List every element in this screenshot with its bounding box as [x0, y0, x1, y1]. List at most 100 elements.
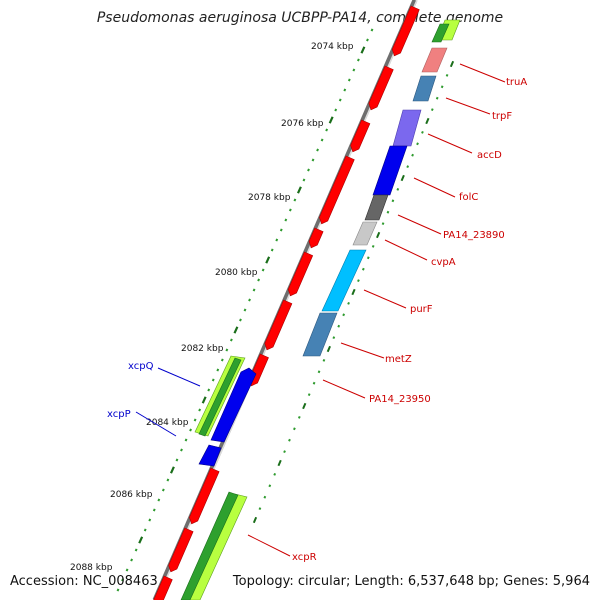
- gc-dot: [351, 288, 356, 296]
- tick-minor: [180, 448, 183, 452]
- feature-folc: [372, 145, 408, 196]
- gc-dot: [337, 324, 341, 328]
- cds-arrow: [368, 65, 394, 111]
- tick-minor: [216, 368, 220, 372]
- gc-dot: [366, 256, 370, 260]
- gc-segment-xcpr-green: [180, 491, 239, 600]
- gc-dot: [361, 267, 365, 271]
- gc-dot: [347, 301, 350, 305]
- tick-label-2080: 2080 kbp: [215, 268, 258, 278]
- gc-dot: [307, 393, 311, 397]
- gc-dot: [322, 358, 326, 362]
- gc-dot: [416, 142, 419, 146]
- tick-minor: [207, 388, 211, 392]
- gene-label-trua: truA: [506, 77, 527, 88]
- tick-minor: [275, 238, 279, 242]
- gc-dot: [386, 210, 390, 214]
- tick-major: [296, 186, 302, 194]
- feature-pa14-23890: [364, 194, 389, 221]
- tick-major: [201, 396, 207, 404]
- gc-dot: [258, 507, 262, 511]
- feature-trua: [421, 47, 448, 73]
- tick-label-2074: 2074 kbp: [311, 42, 354, 52]
- feature-metz: [302, 312, 338, 357]
- cds-arrow: [153, 575, 173, 600]
- cog-features: [180, 19, 461, 600]
- tick-minor: [334, 108, 338, 112]
- gc-dot: [425, 117, 430, 125]
- gene-label-metz: metZ: [385, 354, 412, 365]
- tick-minor: [161, 488, 165, 492]
- cds-arrow: [308, 227, 324, 249]
- gc-dot: [406, 165, 410, 169]
- tick-label-2076: 2076 kbp: [281, 119, 324, 129]
- feature-accd: [392, 109, 422, 147]
- gc-dot: [268, 484, 272, 488]
- gc-segment-top-green: [431, 23, 450, 43]
- tick-minor: [261, 268, 265, 272]
- tick-minor: [220, 358, 224, 362]
- gc-dot: [371, 244, 375, 248]
- tick-minor: [356, 58, 360, 62]
- tick-minor: [189, 428, 192, 432]
- gc-dot: [391, 199, 395, 203]
- tick-minor: [352, 68, 356, 72]
- gc-dot: [317, 370, 321, 374]
- feature-cvpa: [352, 221, 378, 246]
- cds-arrow: [319, 155, 355, 225]
- gc-dot: [396, 187, 400, 191]
- tick-minor: [284, 218, 288, 222]
- gc-dot: [332, 336, 336, 340]
- gc-dot: [430, 108, 434, 112]
- gc-dot: [400, 174, 405, 182]
- tick-major: [265, 256, 271, 264]
- tick-label-2086: 2086 kbp: [110, 490, 153, 500]
- tick-minor: [320, 138, 324, 142]
- tick-minor: [347, 78, 351, 82]
- feature-trpf: [412, 75, 437, 102]
- tick-minor: [166, 478, 170, 482]
- cds-arrow: [264, 299, 293, 351]
- tick-label-2082: 2082 kbp: [181, 344, 224, 354]
- gc-dot: [440, 85, 444, 89]
- gc-dot: [435, 96, 439, 100]
- tick-minor: [152, 508, 156, 512]
- gc-dot: [312, 381, 316, 385]
- gc-dot: [288, 438, 291, 442]
- tick-minor: [198, 408, 202, 412]
- feature-xcpq: [210, 367, 257, 443]
- gc-dot: [297, 415, 301, 419]
- gene-label-xcpq: xcpQ: [128, 361, 154, 372]
- tick-minor: [248, 298, 251, 302]
- tick-minor: [257, 278, 261, 282]
- gene-label-purf: purF: [410, 304, 433, 315]
- tick-minor: [288, 208, 292, 212]
- gc-dot: [421, 130, 424, 134]
- gc-dot: [302, 402, 307, 410]
- cds-arrow: [350, 119, 371, 153]
- tick-minor: [370, 28, 374, 32]
- feature-purf: [321, 249, 367, 312]
- gc-segment-xcpq-green: [198, 357, 242, 437]
- gene-labels: truA trpF accD folC PA14_23890 cvpA purF…: [107, 77, 527, 563]
- gene-label-pa14-23890: PA14_23890: [443, 230, 505, 241]
- gc-dot: [326, 345, 331, 353]
- tick-major: [360, 46, 366, 54]
- tick-minor: [184, 438, 188, 442]
- gc-skew-ring: [252, 60, 455, 524]
- tick-minor: [121, 578, 124, 582]
- tick-label-2088: 2088 kbp: [70, 563, 113, 573]
- tick-minor: [148, 518, 152, 522]
- gc-dot: [381, 222, 385, 226]
- tick-major: [233, 326, 239, 334]
- gc-dot: [293, 427, 296, 431]
- gene-label-xcpp: xcpP: [107, 409, 131, 420]
- tick-minor: [307, 168, 310, 172]
- tick-minor: [311, 158, 315, 162]
- cds-arrow: [391, 5, 420, 57]
- cds-forward-strand: [153, 5, 420, 600]
- cds-arrow: [287, 251, 314, 297]
- tick-minor: [316, 148, 319, 152]
- genome-title: Pseudomonas aeruginosa UCBPP-PA14, compl…: [96, 10, 504, 26]
